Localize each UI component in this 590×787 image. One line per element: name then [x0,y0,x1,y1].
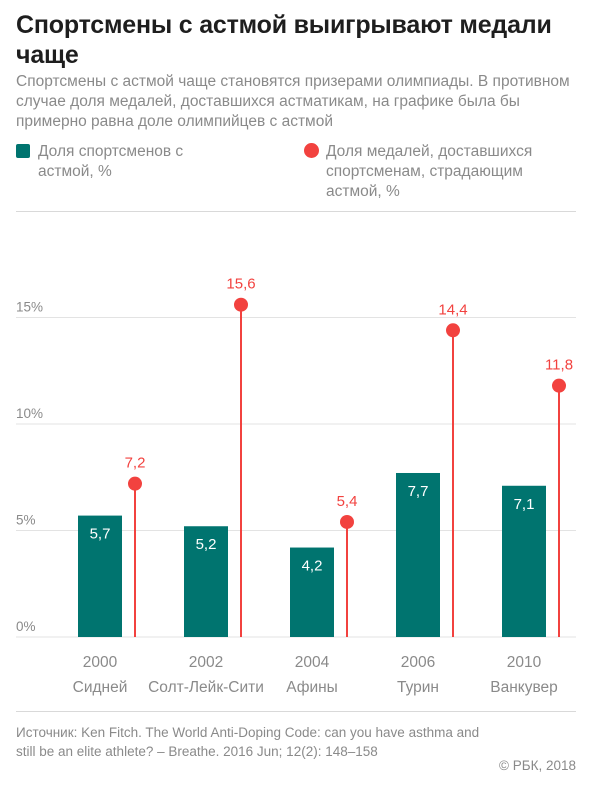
x-tick-city: Солт-Лейк-Сити [148,679,264,696]
bar [396,472,440,637]
bar [184,526,228,637]
legend-medal-swatch [304,143,319,158]
medal-point [128,476,142,491]
chart-title: Спортсмены с астмой выигрывают медали ча… [16,11,552,69]
medal-value-label: 14,4 [438,301,467,318]
bar-value-label: 7,1 [514,496,535,513]
x-tick-year: 2000 [83,654,118,671]
x-tick-city: Ванкувер [490,679,558,696]
y-tick-label: 10% [16,406,43,421]
medal-value-label: 11,8 [545,357,573,374]
medal-point [340,514,354,529]
x-tick-city: Турин [397,679,439,696]
x-tick-year: 2004 [295,654,330,671]
chart-canvas: 0% 5% 10% 15% 5,7 7,2 2000 Сидней 5,2 15,6 2002 Сол… [16,276,576,696]
x-tick-year: 2002 [189,654,223,671]
bar [78,515,122,637]
medal-value-label: 7,2 [125,455,146,472]
medal-point [446,323,460,338]
medal-value-label: 15,6 [226,276,255,293]
medal-value-label: 5,4 [337,493,358,510]
bar-value-label: 7,7 [408,483,429,500]
copyright: © РБК, 2018 [499,758,576,773]
bottom-divider [16,711,576,712]
bar-value-label: 5,2 [196,536,217,553]
legend-bar-label: Доля спортсменов с астмой, % [38,143,184,180]
y-tick-label: 15% [16,300,43,315]
y-tick-label: 0% [16,619,36,634]
bar-value-label: 5,7 [90,526,111,543]
x-tick-year: 2006 [401,654,435,671]
bar [502,485,546,637]
medal-point [552,378,566,393]
y-tick-label: 5% [16,513,36,528]
chart-subtitle: Спортсмены с астмой чаще становятся приз… [16,73,570,130]
source-note: Источник: Ken Fitch. The World Anti-Dopi… [16,725,480,759]
bar [290,547,334,637]
legend-medal-label: Доля медалей, доставшихся спортсменам, с… [326,143,533,200]
top-divider [16,211,576,212]
x-tick-year: 2010 [507,654,542,671]
bar-value-label: 4,2 [302,558,323,575]
x-tick-city: Афины [286,679,338,696]
medal-point [234,297,248,312]
legend-bar-swatch [16,144,30,158]
x-tick-city: Сидней [73,679,128,696]
